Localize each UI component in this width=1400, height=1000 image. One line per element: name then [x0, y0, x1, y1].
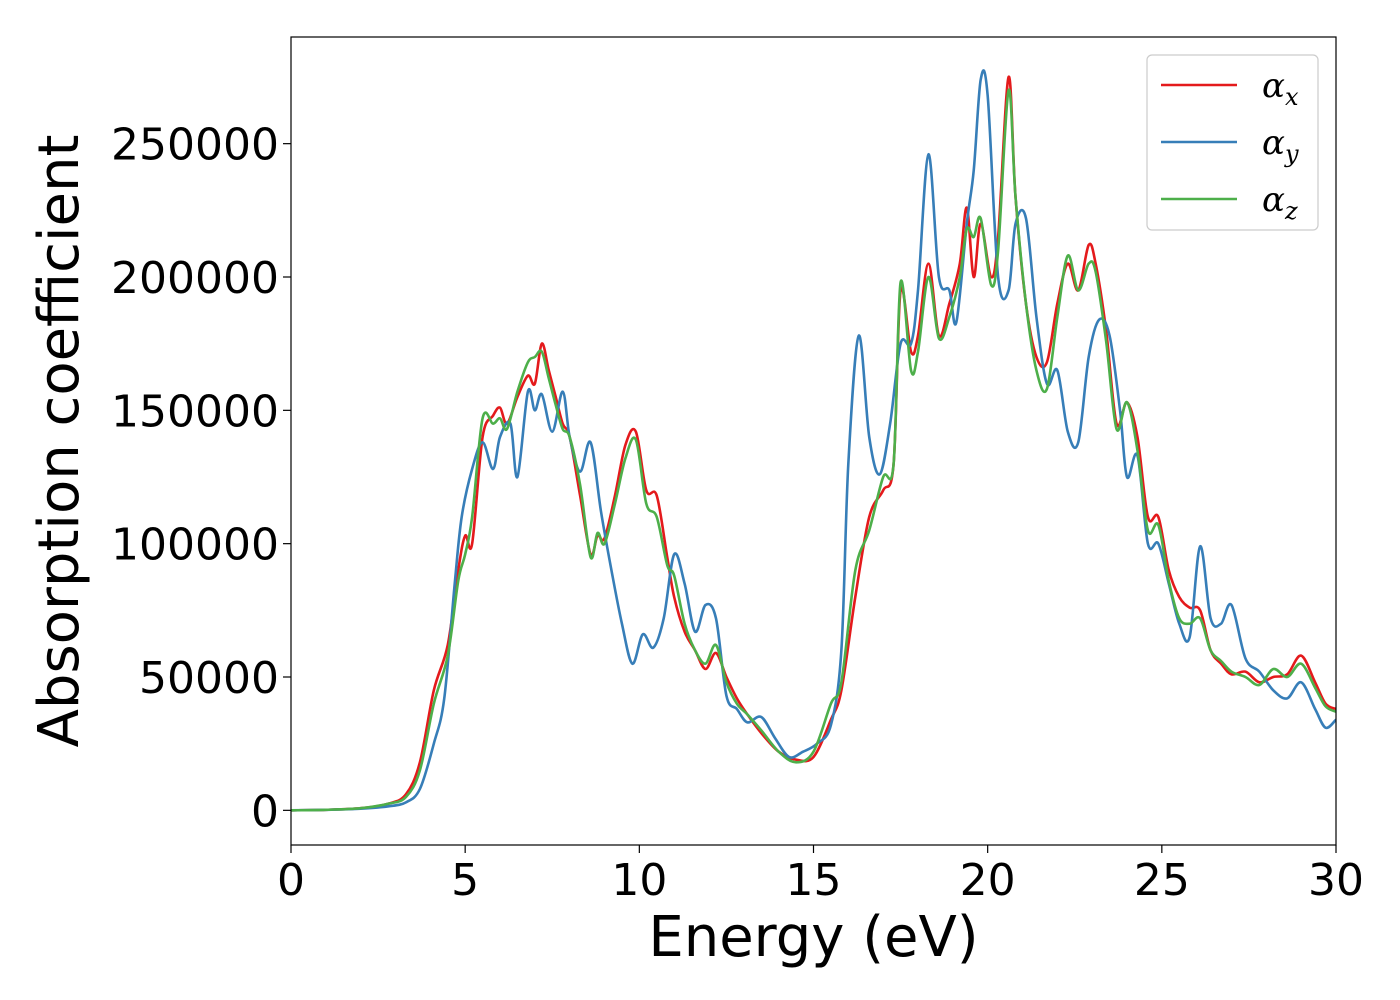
y-axis-label: Absorption coefficient — [27, 135, 92, 748]
x-tick-label: 5 — [451, 855, 479, 906]
x-axis-label: Energy (eV) — [648, 905, 978, 970]
x-tick-label: 0 — [277, 855, 305, 906]
x-tick-label: 25 — [1134, 855, 1190, 906]
x-axis-ticks: 0 5 10 15 20 25 30 — [277, 845, 1364, 906]
legend-subscript: z — [1284, 197, 1298, 225]
y-tick-label: 250000 — [111, 120, 279, 171]
legend-symbol: α — [1262, 66, 1285, 106]
series-layer — [291, 69, 1336, 812]
legend-label-x: αx — [1262, 66, 1299, 111]
y-tick-label: 0 — [251, 786, 279, 837]
series-line-z — [291, 88, 1336, 812]
series-line-x — [291, 75, 1336, 812]
x-tick-label: 30 — [1308, 855, 1364, 906]
legend-subscript: y — [1284, 140, 1299, 168]
y-axis-ticks: 0 50000 100000 150000 200000 250000 — [111, 120, 291, 837]
x-tick-label: 15 — [786, 855, 842, 906]
legend-symbol: α — [1262, 123, 1285, 163]
legend-label-z: αz — [1262, 180, 1298, 225]
x-tick-label: 20 — [960, 855, 1016, 906]
y-tick-label: 150000 — [111, 386, 279, 437]
series-line-y — [291, 69, 1336, 812]
y-tick-label: 50000 — [139, 653, 279, 704]
y-tick-label: 100000 — [111, 520, 279, 571]
legend-subscript: x — [1285, 83, 1299, 111]
y-tick-label: 200000 — [111, 253, 279, 304]
x-tick-label: 10 — [611, 855, 667, 906]
legend-label-y: αy — [1262, 123, 1299, 168]
legend-symbol: α — [1262, 180, 1285, 220]
